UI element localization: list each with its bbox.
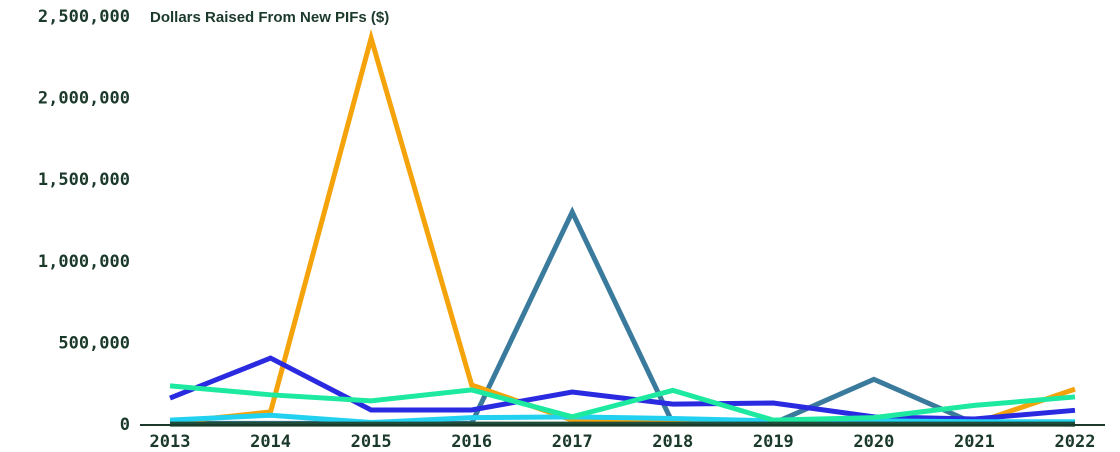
x-tick-label: 2013	[150, 432, 191, 452]
x-tick-label: 2019	[753, 432, 794, 452]
x-tick-label: 2022	[1055, 432, 1096, 452]
y-tick-label: 1,500,000	[38, 170, 130, 190]
series-line	[169, 28, 1076, 426]
chart-title: Dollars Raised From New PIFs ($)	[150, 9, 389, 26]
y-tick-label: 2,000,000	[38, 89, 130, 109]
x-tick-label: 2021	[954, 432, 995, 452]
series-line	[170, 206, 1076, 427]
x-tick-label: 2014	[250, 432, 291, 452]
x-tick-label: 2016	[451, 432, 492, 452]
y-tick-label: 0	[120, 415, 130, 435]
y-tick-label: 1,000,000	[38, 252, 130, 272]
y-tick-label: 500,000	[58, 333, 130, 353]
x-tick-label: 2018	[652, 432, 693, 452]
series-line	[169, 383, 1076, 423]
x-tick-label: 2015	[351, 432, 392, 452]
x-tick-label: 2017	[552, 432, 593, 452]
x-tick-label: 2020	[853, 432, 894, 452]
series-line	[169, 412, 1075, 426]
series-line	[169, 355, 1076, 422]
y-tick-label: 2,500,000	[38, 7, 130, 27]
